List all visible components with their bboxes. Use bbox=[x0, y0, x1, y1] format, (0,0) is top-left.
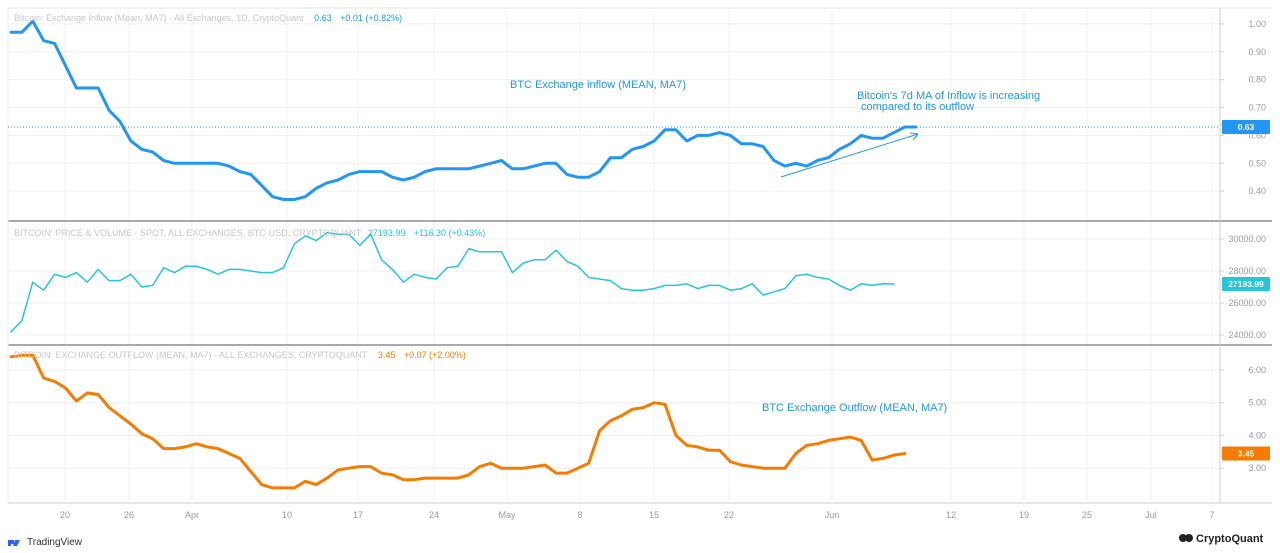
inflow-legend-value: 0.63 bbox=[314, 13, 332, 23]
inflow-comment-line2: compared to its outflow bbox=[861, 101, 974, 113]
outflow-last-value-label: 3.45 bbox=[1238, 448, 1255, 458]
inflow-last-value-badge bbox=[1222, 120, 1270, 135]
y-tick-label: 0.40 bbox=[1248, 186, 1266, 196]
inflow-legend: Bitcoin: Exchange Inflow (Mean, MA7) - A… bbox=[14, 8, 402, 25]
last-value-badges: 0.63 27193.99 3.45 bbox=[1222, 120, 1270, 461]
x-tick-label: Apr bbox=[185, 510, 199, 520]
inflow-last-value-label: 0.63 bbox=[1238, 122, 1255, 132]
inflow-annotation: BTC Exchange inflow (MEAN, MA7) bbox=[510, 79, 686, 91]
tradingview-logo-mark bbox=[13, 540, 20, 546]
price-series-line bbox=[10, 231, 895, 333]
y-tick-label: 0.50 bbox=[1248, 158, 1266, 168]
x-tick-label: Jul bbox=[1145, 510, 1157, 520]
y-tick-label: 28000.00 bbox=[1228, 266, 1266, 276]
cryptoquant-logo-icon-2 bbox=[1185, 534, 1193, 542]
outflow-last-value-badge bbox=[1222, 446, 1270, 461]
inflow-series-line bbox=[9, 19, 918, 201]
price-legend-change: +116.30 (+0.43%) bbox=[414, 228, 485, 238]
y-tick-label: 0.90 bbox=[1248, 47, 1266, 57]
x-tick-label: 24 bbox=[429, 510, 439, 520]
price-last-value-label: 27193.99 bbox=[1228, 279, 1264, 289]
y-tick-label: 3.00 bbox=[1248, 463, 1266, 473]
trend-arrow bbox=[780, 132, 919, 178]
inflow-legend-change: +0.01 (+0.82%) bbox=[340, 13, 402, 23]
cryptoquant-label: CryptoQuant bbox=[1196, 533, 1264, 545]
x-tick-label: 17 bbox=[353, 510, 363, 520]
y-tick-label: 30000.00 bbox=[1228, 234, 1266, 244]
tradingview-logo-icon bbox=[8, 540, 14, 546]
price-legend-title: BITCOIN: PRICE & VOLUME - SPOT, ALL EXCH… bbox=[14, 228, 362, 238]
x-tick-label: 19 bbox=[1019, 510, 1029, 520]
outflow-legend: BITCOIN: EXCHANGE OUTFLOW (MEAN, MA7) - … bbox=[14, 345, 466, 362]
x-tick-label: 10 bbox=[282, 510, 292, 520]
outflow-annotation: BTC Exchange Outflow (MEAN, MA7) bbox=[762, 402, 947, 414]
price-scales: 1.00 0.90 0.80 0.70 0.60 0.50 0.40 30000.00 2800… bbox=[1220, 19, 1266, 473]
time-axis[interactable]: 20 26 Apr 10 17 24 May 8 15 22 Jun 12 19 25 Jul 7 bbox=[60, 510, 1215, 520]
y-tick-label: 5.00 bbox=[1248, 398, 1266, 408]
grid bbox=[8, 10, 1220, 501]
outflow-legend-change: +0.07 (+2.00%) bbox=[404, 350, 466, 360]
x-tick-label: 7 bbox=[1209, 510, 1214, 520]
x-tick-label: 22 bbox=[724, 510, 734, 520]
y-tick-label: 24000.00 bbox=[1228, 330, 1266, 340]
x-tick-label: 25 bbox=[1082, 510, 1092, 520]
y-tick-label: 0.60 bbox=[1248, 130, 1266, 140]
y-tick-label: 4.00 bbox=[1248, 430, 1266, 440]
y-tick-label: 0.80 bbox=[1248, 75, 1266, 85]
price-last-value-badge bbox=[1222, 276, 1270, 291]
cryptoquant-logo: CryptoQuant bbox=[1179, 533, 1264, 545]
outflow-legend-value: 3.45 bbox=[378, 350, 396, 360]
x-tick-label: Jun bbox=[825, 510, 840, 520]
y-tick-label: 26000.00 bbox=[1228, 298, 1266, 308]
y-tick-label: 6.00 bbox=[1248, 365, 1266, 375]
x-tick-label: 26 bbox=[124, 510, 134, 520]
outflow-legend-title: BITCOIN: EXCHANGE OUTFLOW (MEAN, MA7) - … bbox=[14, 350, 368, 360]
x-tick-label: May bbox=[498, 510, 516, 520]
x-tick-label: 8 bbox=[577, 510, 582, 520]
tradingview-label: TradingView bbox=[27, 537, 83, 548]
outflow-series-line bbox=[9, 353, 907, 490]
inflow-legend-title: Bitcoin: Exchange Inflow (Mean, MA7) - A… bbox=[14, 13, 304, 23]
price-legend: BITCOIN: PRICE & VOLUME - SPOT, ALL EXCH… bbox=[14, 223, 485, 240]
price-legend-value: 27193.99 bbox=[368, 228, 406, 238]
y-tick-label: 1.00 bbox=[1248, 19, 1266, 29]
inflow-comment-line1: Bitcoin's 7d MA of Inflow is increasing bbox=[857, 90, 1040, 102]
x-tick-label: 20 bbox=[60, 510, 70, 520]
x-tick-label: 15 bbox=[649, 510, 659, 520]
y-tick-label: 0.70 bbox=[1248, 103, 1266, 113]
cryptoquant-logo-icon bbox=[1179, 534, 1187, 542]
x-tick-label: 12 bbox=[946, 510, 956, 520]
series-layer bbox=[9, 19, 918, 490]
tradingview-logo[interactable]: TradingView bbox=[8, 537, 83, 548]
